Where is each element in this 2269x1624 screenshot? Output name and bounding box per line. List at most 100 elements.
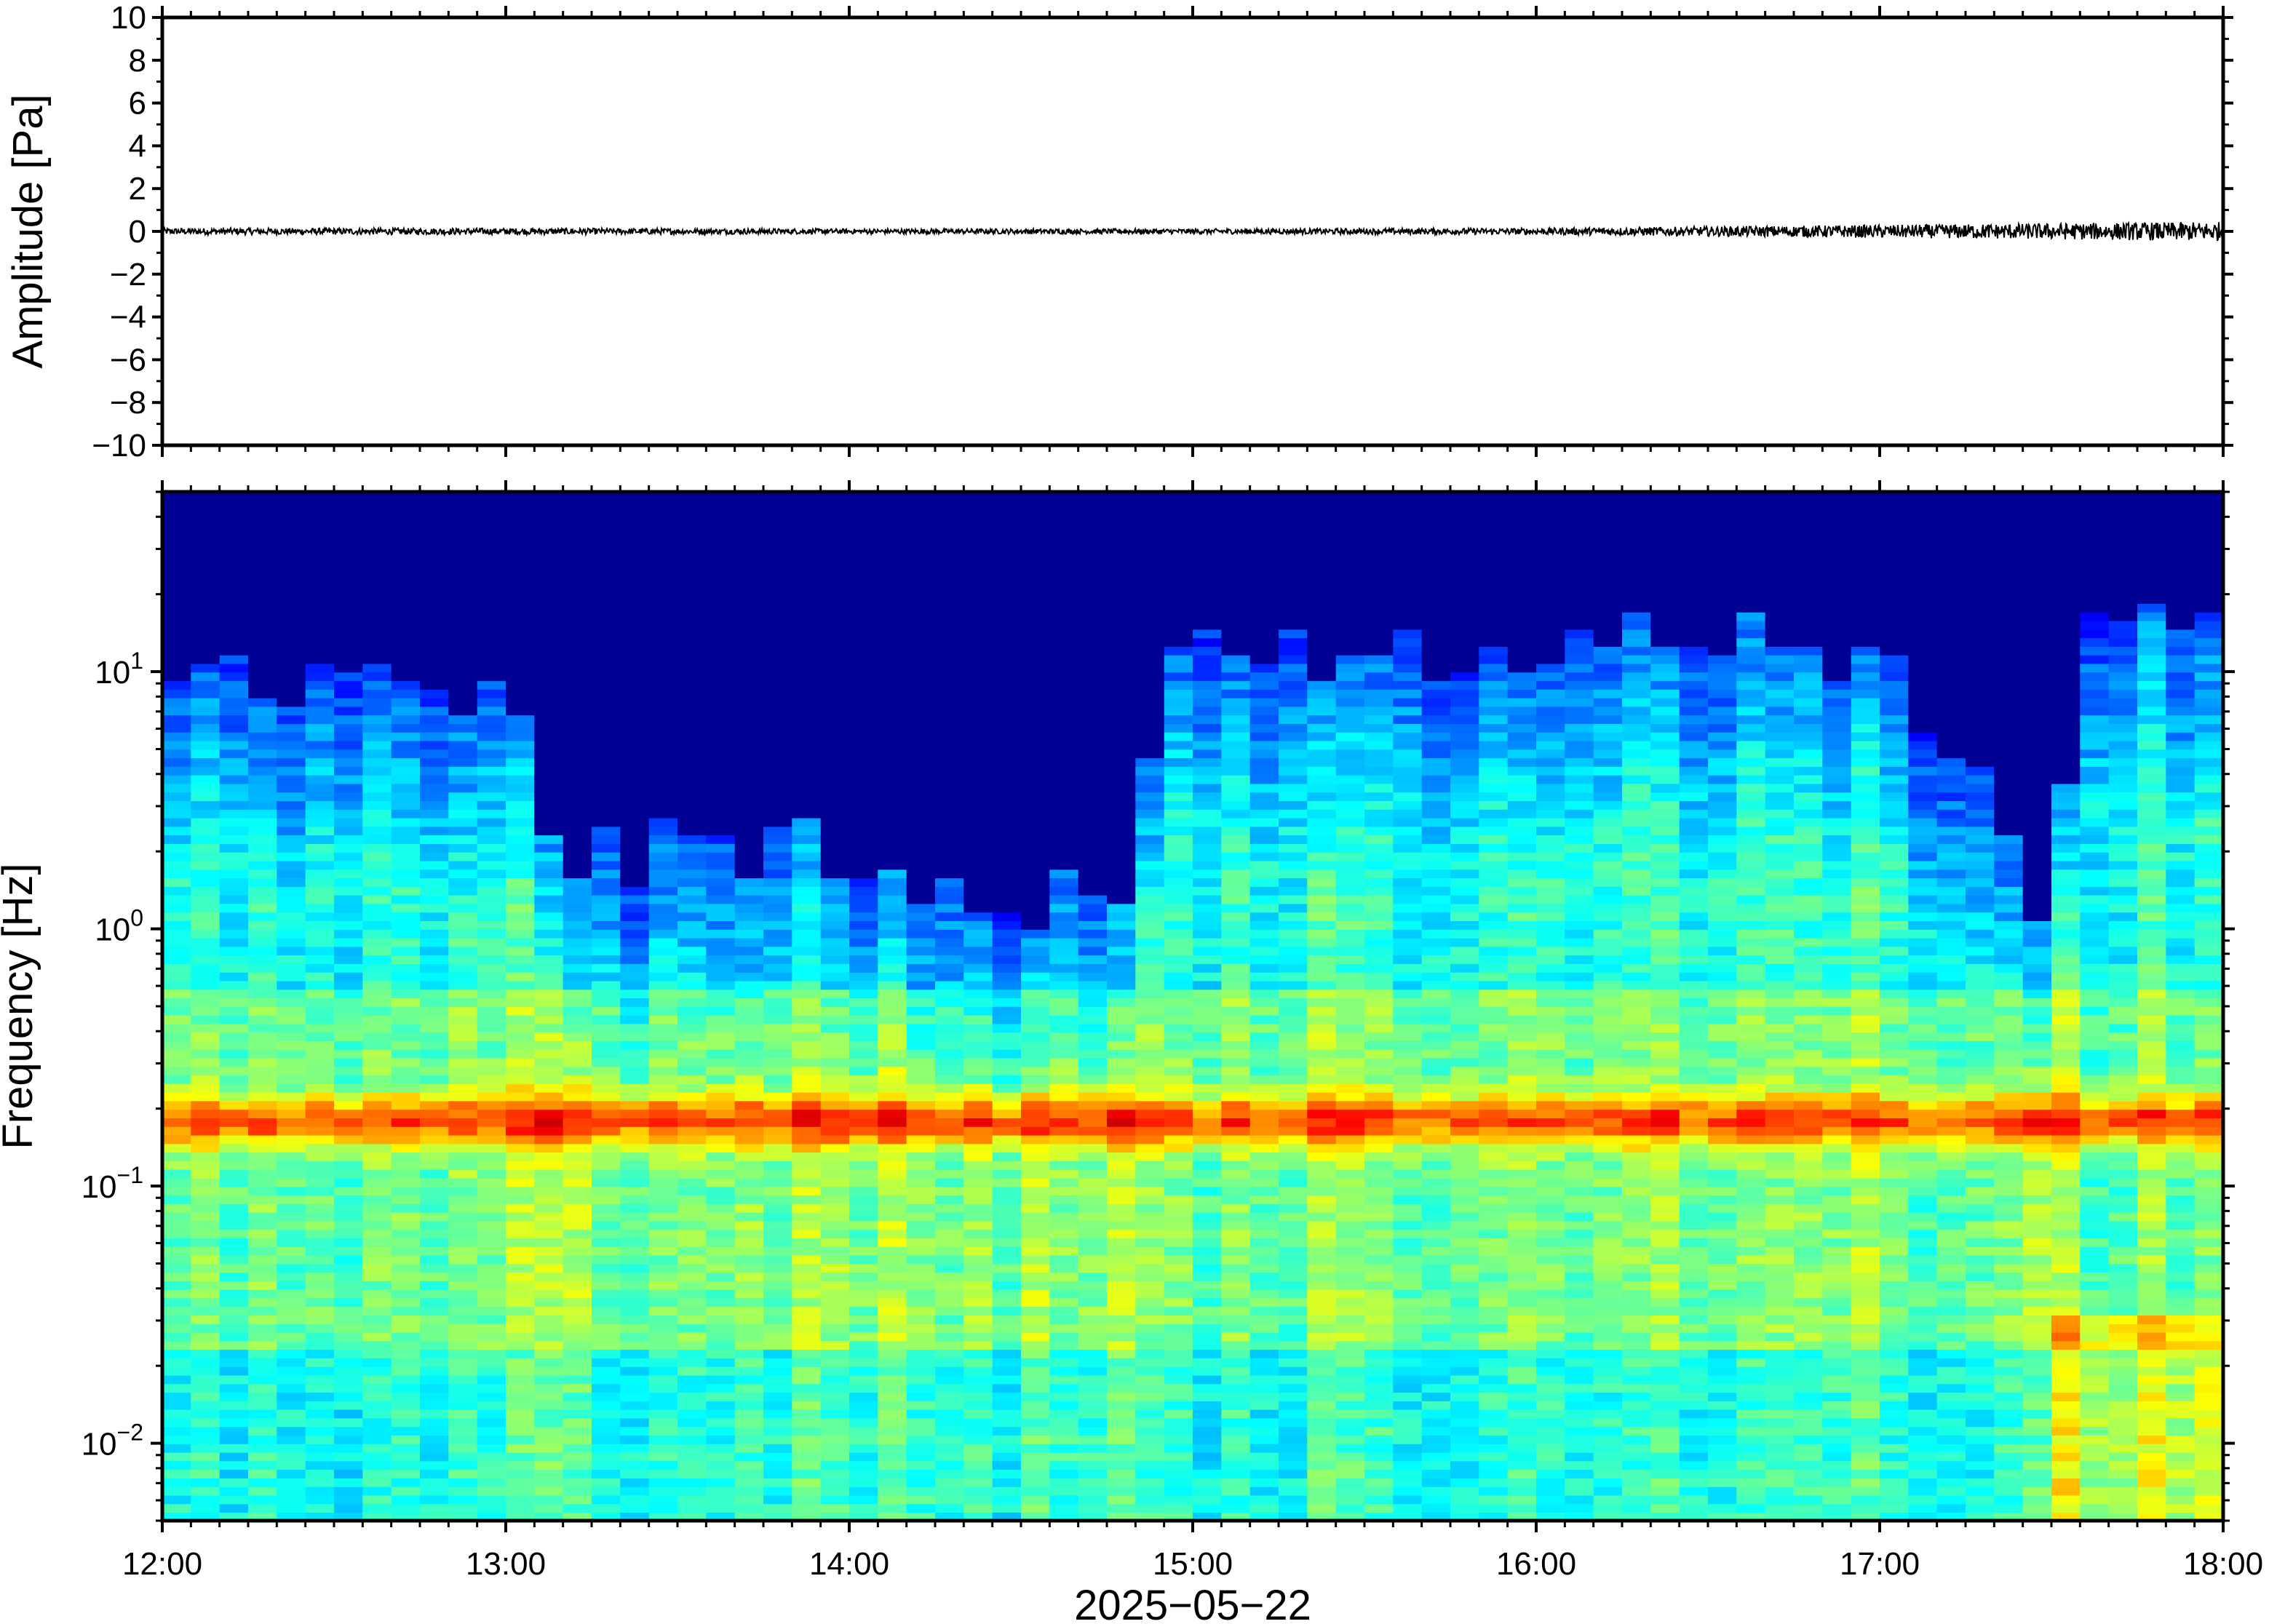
spectrogram-cell [1279, 1281, 1308, 1290]
spectrogram-cell [1107, 1417, 1137, 1428]
spectrogram-cell [162, 1426, 192, 1436]
spectrogram-cell [677, 1006, 707, 1016]
spectrogram-cell [477, 1246, 506, 1256]
spectrogram-cell [734, 1091, 764, 1102]
spectrogram-cell [935, 1383, 965, 1393]
spectrogram-cell [305, 663, 335, 673]
spectrogram-cell [305, 869, 335, 879]
spectrogram-cell [563, 869, 592, 879]
spectrogram-cell [592, 851, 621, 861]
spectrogram-cell [1164, 749, 1193, 759]
spectrogram-cell [191, 1229, 220, 1238]
spectrogram-cell [1193, 1238, 1223, 1247]
spectrogram-cell [648, 1032, 678, 1041]
spectrogram-cell [1193, 1229, 1223, 1238]
spectrogram-cell [1107, 1161, 1137, 1170]
spectrogram-cell [420, 715, 450, 724]
spectrogram-cell [219, 1263, 249, 1273]
spectrogram-cell [592, 1032, 621, 1041]
spectrogram-cell [391, 1126, 421, 1136]
spectrogram-cell [1135, 689, 1165, 698]
spectrogram-cell [248, 1289, 278, 1299]
spectrogram-cell [820, 809, 850, 819]
spectrogram-cell [763, 723, 793, 733]
spectrogram-cell [849, 1177, 879, 1187]
spectrogram-cell [191, 1032, 220, 1041]
spectrogram-cell [563, 1040, 592, 1050]
spectrogram-cell [992, 1143, 1022, 1153]
spectrogram-cell [792, 1238, 822, 1247]
spectrogram-cell [191, 1374, 220, 1385]
spectrogram-cell [1107, 946, 1137, 956]
spectrogram-cell [963, 1324, 993, 1333]
spectrogram-cell [1021, 586, 1051, 596]
spectrogram-cell [763, 500, 793, 510]
spectrogram-cell [706, 1177, 736, 1187]
spectrogram-cell [506, 937, 536, 947]
spectrogram-cell [1107, 1349, 1137, 1358]
spectrogram-cell [1135, 1444, 1165, 1453]
spectrogram-cell [191, 860, 220, 870]
spectrogram-cell [1107, 637, 1137, 647]
spectrogram-cell [448, 1220, 478, 1230]
spectrogram-cell [906, 971, 936, 982]
spectrogram-cell [620, 937, 650, 947]
spectrogram-cell [820, 1358, 850, 1367]
spectrogram-cell [1078, 646, 1108, 656]
spectrogram-cell [534, 809, 564, 819]
spectrogram-cell [820, 1246, 850, 1256]
spectrogram-cell [878, 1023, 907, 1033]
spectrogram-cell [1249, 1297, 1279, 1307]
spectrogram-cell [1193, 1032, 1223, 1041]
spectrogram-cell [563, 749, 592, 759]
spectrogram-cell [1279, 1494, 1308, 1505]
spectrogram-cell [1193, 929, 1223, 939]
spectrogram-cell [734, 851, 764, 861]
spectrogram-cell [420, 955, 450, 964]
spectrogram-cell [677, 1048, 707, 1059]
spectrogram-cell [677, 629, 707, 639]
spectrogram-cell [963, 1075, 993, 1084]
spectrogram-cell [849, 654, 879, 664]
spectrogram-cell [706, 980, 736, 990]
spectrogram-cell [248, 1469, 278, 1478]
spectrogram-cell [420, 1392, 450, 1401]
spectrogram-cell [191, 886, 220, 896]
spectrogram-cell [706, 1306, 736, 1315]
spectrogram-cell [706, 740, 736, 750]
spectrogram-cell [849, 1238, 879, 1247]
spectrogram-cell [477, 509, 506, 519]
spectrogram-cell [162, 577, 192, 587]
spectrogram-cell [906, 672, 936, 682]
spectrogram-cell [1049, 654, 1079, 664]
spectrogram-cell [677, 1203, 707, 1213]
spectrogram-cell [1279, 860, 1308, 870]
spectrogram-cell [963, 912, 993, 921]
spectrogram-cell [506, 1118, 536, 1127]
spectrogram-cell [162, 1040, 192, 1050]
spectrogram-cell [448, 766, 478, 776]
spectrogram-cell [477, 1048, 506, 1059]
spectrogram-cell [935, 689, 965, 698]
spectrogram-cell [448, 757, 478, 767]
spectrogram-cell [219, 869, 249, 879]
spectrogram-cell [534, 946, 564, 956]
spectrogram-cell [162, 1229, 192, 1238]
spectrogram-cell [706, 1091, 736, 1102]
spectrogram-cell [334, 1100, 364, 1110]
spectrogram-cell [334, 886, 364, 896]
spectrogram-cell [534, 1401, 564, 1410]
spectrogram-cell [592, 843, 621, 853]
spectrogram-cell [906, 552, 936, 562]
spectrogram-cell [362, 1048, 392, 1059]
spectrogram-cell [448, 552, 478, 562]
spectrogram-cell [334, 1444, 364, 1453]
spectrogram-cell [1135, 1220, 1165, 1230]
spectrogram-cell [420, 1426, 450, 1436]
spectrogram-cell [878, 1401, 907, 1410]
spectrogram-cell [1107, 594, 1137, 604]
spectrogram-cell [677, 851, 707, 861]
spectrogram-cell [534, 1409, 564, 1419]
spectrogram-cell [305, 860, 335, 870]
spectrogram-cell [1279, 998, 1308, 1007]
